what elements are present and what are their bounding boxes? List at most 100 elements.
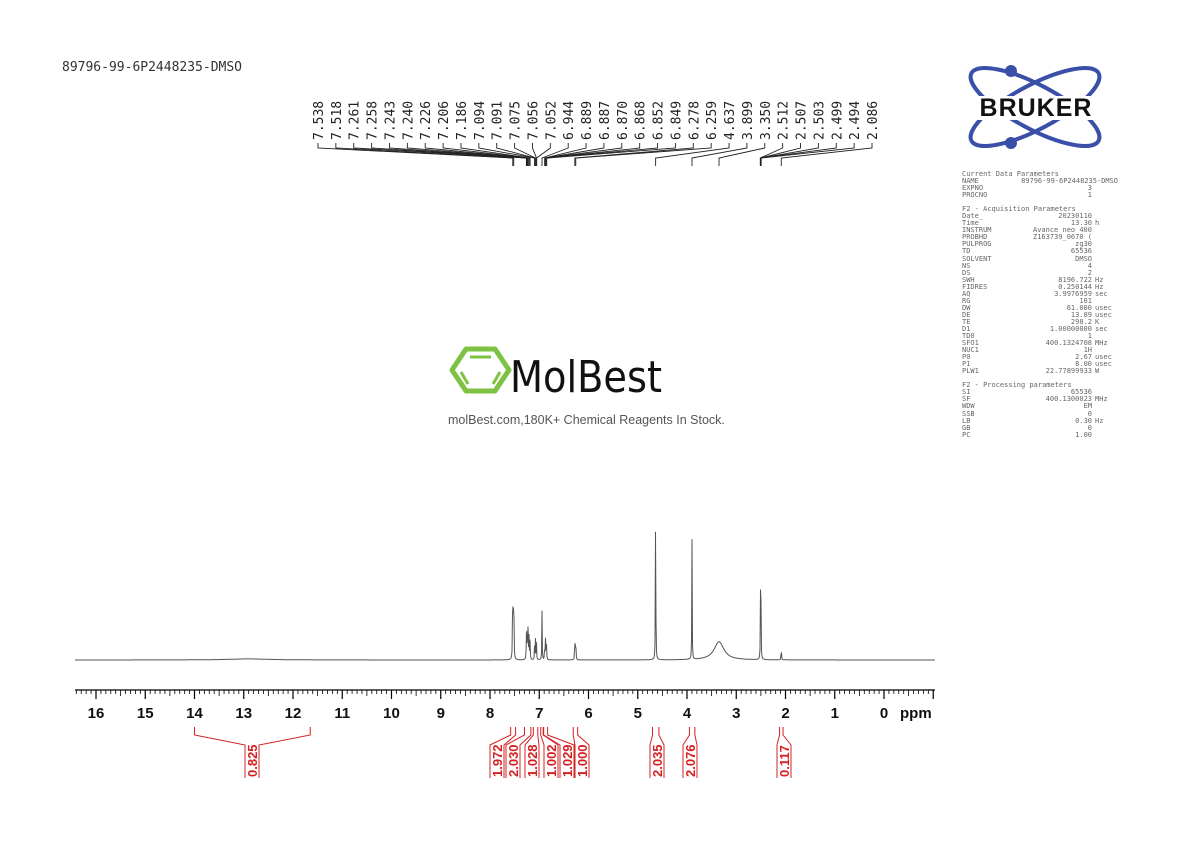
param-value: 0.30: [1075, 416, 1092, 425]
peak-label: 7.094: [473, 101, 488, 140]
integral-value: 1.002: [544, 744, 559, 777]
param-name: TD0: [962, 332, 975, 341]
peak-label: 7.258: [366, 101, 381, 140]
param-unit: [1092, 185, 1095, 192]
peak-label-connector: [442, 143, 530, 166]
x-tick-label: 6: [584, 705, 592, 722]
processing-params-title: F2 - Processing parameters: [962, 381, 1072, 390]
param-unit: W: [1095, 367, 1100, 376]
param-row: SWH 8196.722 Hz: [962, 275, 1122, 284]
param-value: 1H: [1083, 346, 1092, 355]
peak-label: 3.350: [759, 101, 774, 140]
integral: 2.030: [505, 727, 532, 778]
param-row: WDW EM: [962, 403, 1122, 410]
param-value: 2.67: [1075, 353, 1092, 362]
integral-bracket: [489, 727, 512, 778]
integral-bracket: [694, 727, 698, 778]
param-unit: Hz: [1095, 282, 1104, 291]
param-name: SSB: [962, 409, 975, 418]
param-value: 400.1300023: [1045, 395, 1092, 404]
param-name: LB: [962, 416, 971, 425]
integral-bracket: [577, 727, 590, 778]
integral-bracket: [537, 727, 540, 778]
peak-label-connector: [546, 143, 676, 166]
param-unit: MHz: [1095, 395, 1108, 404]
peak-label-connector: [424, 143, 529, 166]
integral-bracket: [505, 727, 525, 778]
param-name: SOLVENT: [962, 254, 992, 263]
param-value: 65536: [1070, 388, 1092, 397]
param-unit: [1092, 248, 1095, 255]
current-params-title: Current Data Parameters: [962, 170, 1059, 178]
param-unit: usec: [1095, 360, 1112, 369]
param-unit: Hz: [1095, 416, 1104, 425]
integral: 1.028: [524, 727, 540, 778]
peak-label: 6.278: [687, 101, 702, 140]
peak-label: 3.899: [741, 101, 756, 140]
param-name: RG: [962, 296, 971, 305]
integral: 2.035: [649, 727, 665, 778]
integral-bracket: [194, 727, 246, 778]
integral: 0.825: [194, 727, 311, 778]
x-tick-label: 3: [732, 705, 740, 722]
peak-label: 2.086: [866, 101, 881, 140]
param-unit: sec: [1095, 289, 1108, 298]
peak-label-connector: [544, 143, 605, 166]
molbest-brand: MolBest: [510, 352, 662, 403]
param-name: DW: [962, 303, 971, 312]
integral-bracket: [519, 727, 532, 778]
peak-label: 2.503: [812, 101, 827, 140]
x-tick-label: 0: [880, 705, 888, 722]
param-row: P0 2.67 usec: [962, 354, 1122, 361]
peak-label-connector: [574, 143, 694, 166]
param-row: D1 1.00000000 sec: [962, 324, 1122, 333]
param-value: 2: [1087, 268, 1092, 277]
param-name: P0: [962, 353, 971, 362]
param-row: SOLVENT DMSO: [962, 254, 1122, 263]
param-value: EM: [1083, 402, 1092, 411]
param-row: EXPNO 3: [962, 185, 1122, 192]
param-unit: MHz: [1095, 339, 1108, 348]
integral-value: 1.028: [525, 744, 540, 777]
peak-label: 7.518: [330, 101, 345, 140]
param-row: LB 0.30 Hz: [962, 416, 1122, 425]
peak-label: 2.494: [848, 101, 863, 140]
integral-value: 0.117: [777, 745, 792, 777]
peak-label: 6.259: [705, 101, 720, 140]
integrals: 0.825 1.972 2.030 1.028 1.002 1.029 1.000 2.035…: [194, 727, 792, 778]
peak-label-connector: [371, 143, 527, 166]
param-value: 1.00000000: [1049, 324, 1092, 333]
integral-bracket: [776, 727, 781, 778]
param-name: Date_: [962, 212, 984, 221]
param-value: 101: [1079, 296, 1092, 305]
benzene-icon: [449, 346, 512, 394]
x-axis-label: ppm: [900, 705, 932, 722]
integral-bracket: [682, 727, 690, 778]
param-unit: Hz: [1095, 275, 1104, 284]
peak-label: 6.868: [634, 101, 649, 140]
bruker-electron-icon: [1005, 65, 1017, 77]
x-tick-label: 13: [235, 705, 252, 722]
x-tick-label: 16: [88, 705, 105, 722]
param-unit: [1092, 425, 1095, 432]
param-row: DE 13.89 usec: [962, 311, 1122, 319]
param-value: 4: [1087, 261, 1092, 270]
integral-value: 1.972: [490, 744, 505, 777]
param-name: PC: [962, 430, 971, 439]
molbest-tagline: molBest.com,180K+ Chemical Reagents In S…: [448, 413, 725, 427]
param-name: PLW1: [962, 367, 979, 376]
param-value: 1: [1087, 191, 1092, 200]
param-name: WDW: [962, 402, 975, 411]
param-name: INSTRUM: [962, 226, 992, 235]
param-name: DS: [962, 268, 971, 277]
param-name: NS: [962, 261, 971, 270]
param-value: 89796-99-6P2448235-DMSO: [1021, 177, 1118, 186]
integral-value: 2.030: [506, 744, 521, 777]
bruker-orbit-icon: [968, 66, 1102, 148]
peak-label-connector: [691, 143, 748, 166]
param-row: TD0 1: [962, 332, 1122, 341]
param-unit: usec: [1095, 303, 1112, 312]
peak-label: 7.091: [491, 101, 506, 140]
parameters-panel: Current Data Parameters NAME 89796-99-6P2…: [962, 170, 1122, 439]
peak-label-connector: [718, 143, 766, 166]
